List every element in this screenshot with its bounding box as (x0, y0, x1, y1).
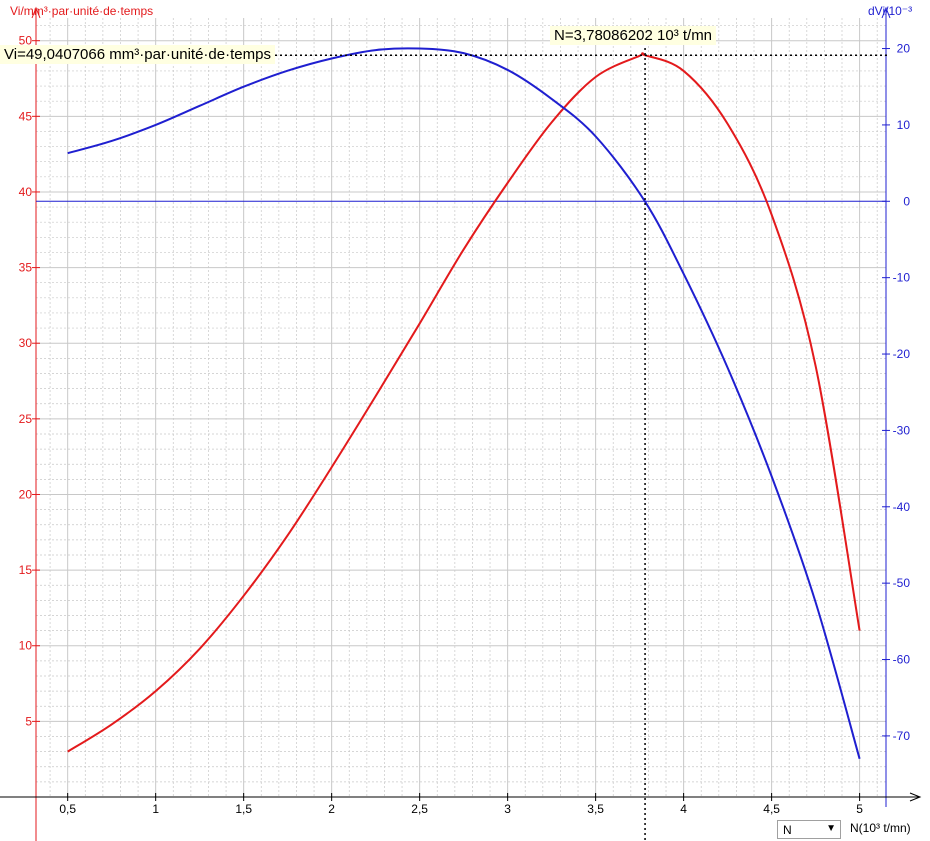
y-left-axis-title: Vi/mm³·par·unité·de·temps (10, 4, 154, 18)
x-tick-label: 0,5 (59, 802, 76, 816)
y-right-tick-label: -70 (893, 729, 911, 743)
y-left-tick-label: 50 (19, 34, 33, 48)
x-tick-label: 2,5 (411, 802, 428, 816)
x-axis-unit-label: N(10³ t/mn) (850, 821, 911, 835)
y-right-tick-label: 20 (897, 42, 911, 56)
y-left-axis-arrow-icon (31, 6, 41, 19)
y-left-tick-label: 5 (25, 714, 32, 728)
x-tick-label: 1 (152, 802, 159, 816)
y-right-tick-label: -60 (893, 653, 911, 667)
y-right-tick-label: -20 (893, 347, 911, 361)
y-right-tick-label: -50 (893, 576, 911, 590)
y-right-axis-title: dVi/10⁻³ (868, 4, 913, 18)
y-value-readout: Vi=49,0407066 mm³·par·unité·de·temps (0, 45, 275, 64)
x-tick-label: 4 (680, 802, 687, 816)
variable-select[interactable]: N ▼ (777, 820, 841, 839)
y-right-tick-label: -30 (893, 423, 911, 437)
y-right-tick-label: 10 (897, 118, 911, 132)
y-left-tick-label: 20 (19, 487, 33, 501)
y-left-tick-label: 40 (19, 185, 33, 199)
x-tick-label: 1,5 (235, 802, 252, 816)
y-left-tick-label: 35 (19, 261, 33, 275)
y-left-tick-label: 10 (19, 639, 33, 653)
variable-select-value: N (783, 823, 792, 837)
x-tick-label: 3 (504, 802, 511, 816)
x-tick-label: 5 (856, 802, 863, 816)
x-tick-label: 4,5 (763, 802, 780, 816)
y-left-tick-label: 25 (19, 412, 33, 426)
x-tick-label: 2 (328, 802, 335, 816)
chevron-down-icon: ▼ (826, 823, 836, 834)
y-right-tick-label: -40 (893, 500, 911, 514)
y-right-tick-label: -10 (893, 271, 911, 285)
y-left-tick-label: 30 (19, 336, 33, 350)
x-value-readout: N=3,78086202 10³ t/mn (550, 26, 717, 45)
x-tick-label: 3,5 (587, 802, 604, 816)
y-right-axis-arrow-icon (881, 6, 891, 19)
series-line-vi (67, 52, 861, 753)
y-left-tick-label: 15 (19, 563, 33, 577)
y-left-tick-label: 45 (19, 109, 33, 123)
x-axis-arrow-icon (909, 792, 922, 802)
y-right-tick-label: 0 (903, 194, 910, 208)
series-line-dvi (67, 47, 861, 760)
